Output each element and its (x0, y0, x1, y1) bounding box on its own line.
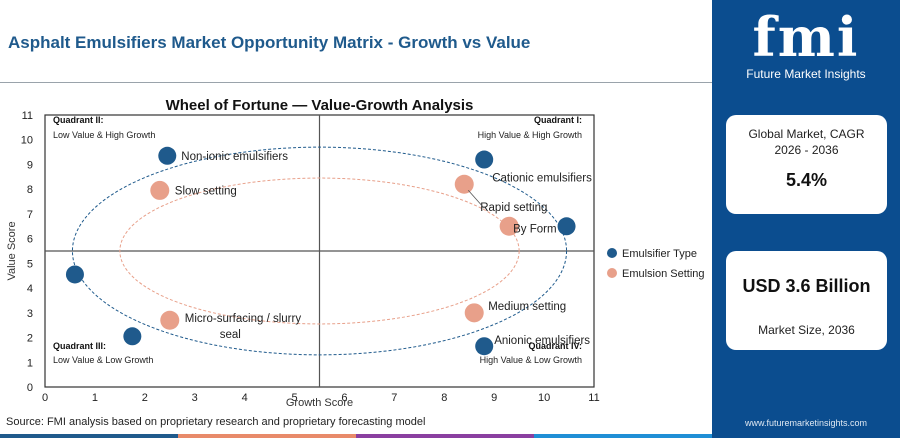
y-tick-label: 1 (27, 357, 33, 369)
sidebar-panel: fmi Future Market Insights Global Market… (712, 0, 900, 438)
quadrant-title-1: Quadrant II: (53, 115, 104, 125)
y-tick-label: 8 (27, 184, 33, 196)
legend-marker (607, 248, 617, 258)
legend-marker (607, 268, 617, 278)
x-tick-label: 11 (588, 392, 599, 404)
point-label: Medium setting (488, 301, 566, 313)
footer-segment-1 (0, 434, 178, 438)
data-point (475, 337, 494, 356)
ellipse-1 (71, 146, 568, 356)
x-tick-label: 0 (42, 392, 48, 404)
data-point (557, 217, 576, 236)
data-point (454, 174, 474, 194)
data-point (123, 327, 142, 346)
opportunity-matrix-chart: Wheel of Fortune — Value-Growth Analysis… (6, 97, 705, 409)
point-label: Rapid setting (480, 202, 547, 214)
ellipse-2 (119, 177, 520, 325)
quadrant-subtitle-4: High Value & Low Growth (480, 355, 582, 365)
point-label: Slow setting (175, 185, 237, 197)
point-label: Cationic emulsifiers (492, 173, 592, 185)
data-point (499, 216, 519, 236)
y-tick-label: 4 (27, 283, 33, 295)
quadrant-subtitle-2: High Value & High Growth (478, 130, 582, 140)
cagr-card: Global Market, CAGR 2026 - 2036 5.4% (726, 115, 887, 214)
data-point (150, 180, 170, 200)
y-tick-label: 10 (21, 135, 33, 147)
x-tick-label: 2 (142, 392, 148, 404)
data-point (158, 146, 177, 165)
chart-title: Wheel of Fortune — Value-Growth Analysis (166, 97, 474, 114)
fmi-logo[interactable]: fmi (752, 5, 860, 69)
x-axis-label: Growth Score (286, 397, 353, 409)
data-point (464, 303, 484, 323)
cagr-label: Global Market, CAGR 2026 - 2036 (748, 127, 865, 157)
y-tick-label: 7 (27, 209, 33, 221)
label-connector (467, 189, 485, 209)
x-tick-label: 8 (441, 392, 447, 404)
y-tick-label: 2 (27, 333, 33, 345)
y-tick-label: 11 (22, 110, 33, 122)
y-tick-label: 3 (27, 308, 33, 320)
footer-segment-2 (178, 434, 356, 438)
market-size-label: Market Size, 2036 (758, 323, 855, 337)
market-size-value: USD 3.6 Billion (742, 276, 871, 296)
quadrant-title-2: Quadrant I: (534, 115, 582, 125)
legend-label: Emulsifier Type (622, 248, 697, 260)
point-label: By Form (513, 223, 556, 235)
x-tick-label: 10 (538, 392, 550, 404)
data-point (160, 310, 180, 330)
y-tick-label: 9 (27, 159, 33, 171)
y-axis-label: Value Score (6, 221, 18, 280)
quadrant-title-4: Quadrant IV: (528, 341, 582, 351)
page-title: Asphalt Emulsifiers Market Opportunity M… (8, 33, 531, 52)
footer-segment-3 (356, 434, 534, 438)
y-tick-label: 6 (27, 234, 33, 246)
x-tick-label: 6 (341, 392, 347, 404)
header-divider (0, 82, 712, 83)
x-tick-label: 9 (491, 392, 497, 404)
point-label: Micro-surfacing / slurry seal (185, 313, 302, 341)
y-tick-label: 5 (27, 258, 33, 270)
footer-segment-4 (534, 434, 712, 438)
cagr-value: 5.4% (785, 170, 828, 190)
x-tick-label: 1 (92, 392, 98, 404)
data-point (65, 265, 84, 284)
y-tick-label: 0 (27, 382, 33, 394)
data-point (475, 150, 494, 169)
x-tick-label: 5 (291, 392, 297, 404)
legend-label: Emulsion Setting (622, 268, 705, 280)
footer-color-bar (0, 434, 712, 438)
market-size-card: USD 3.6 Billion Market Size, 2036 (726, 251, 887, 350)
quadrant-subtitle-1: Low Value & High Growth (53, 130, 155, 140)
x-tick-label: 3 (192, 392, 198, 404)
point-label: Non-ionic emulsifiers (181, 151, 288, 163)
point-label: Anionic emulsifiers (494, 335, 590, 347)
logo-subtitle: Future Market Insights (746, 67, 866, 81)
quadrant-title-3: Quadrant III: (53, 341, 106, 351)
x-tick-label: 7 (391, 392, 397, 404)
x-tick-label: 4 (242, 392, 248, 404)
quadrant-subtitle-3: Low Value & Low Growth (53, 355, 153, 365)
website-link[interactable]: www.futuremarketinsights.com (744, 418, 868, 428)
source-note: Source: FMI analysis based on proprietar… (6, 416, 426, 428)
